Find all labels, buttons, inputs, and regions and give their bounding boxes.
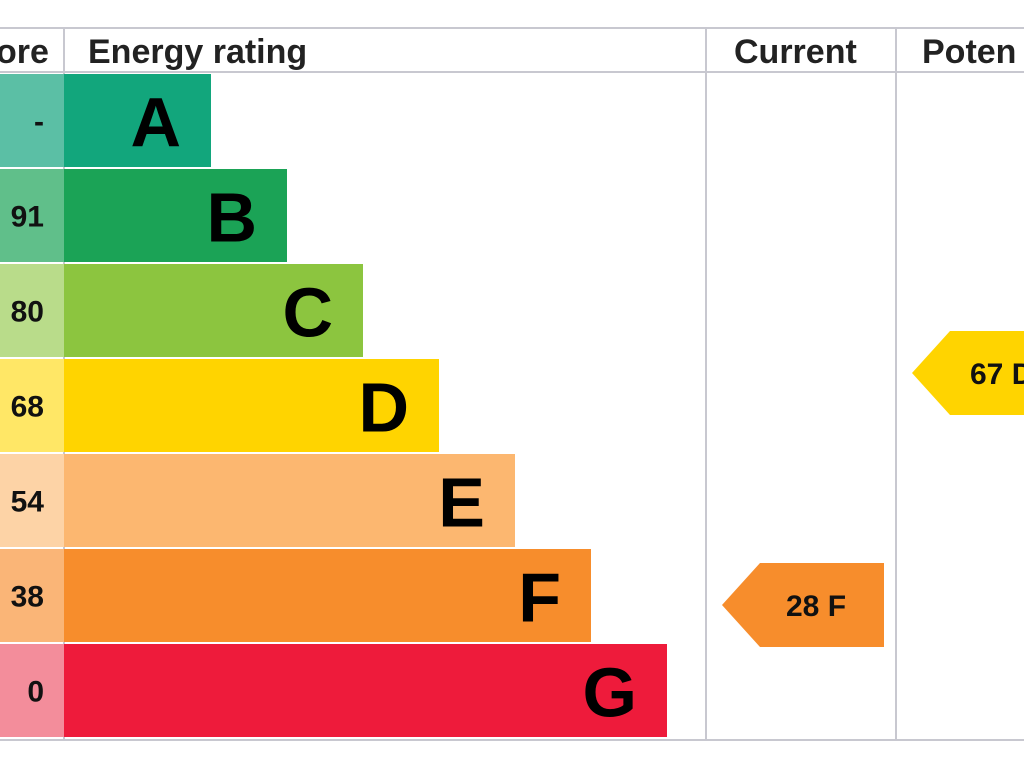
- score-cell-g: [0, 644, 64, 737]
- score-label-f: 38: [11, 581, 44, 614]
- potential-label: 67 D: [970, 358, 1024, 391]
- current-pointer: 28 F: [722, 563, 884, 647]
- score-cell-d: [0, 359, 64, 452]
- band-letter-d: D: [358, 369, 409, 447]
- band-letter-f: F: [518, 559, 561, 637]
- band-bar-b: [64, 169, 287, 262]
- band-letter-c: C: [282, 274, 333, 352]
- score-label-g: 0: [27, 676, 44, 709]
- band-letter-a: A: [130, 84, 181, 162]
- score-label-a: -: [34, 106, 44, 139]
- band-bar-f: [64, 549, 591, 642]
- score-cell-c: [0, 264, 64, 357]
- score-cell-f: [0, 549, 64, 642]
- header-row: ore Energy rating Current Poten: [0, 33, 1016, 71]
- current-label: 28 F: [786, 590, 846, 623]
- band-bar-d: [64, 359, 439, 452]
- potential-pointer: 67 D: [912, 331, 1024, 415]
- band-bar-g: [64, 644, 667, 737]
- score-cell-a: [0, 74, 64, 167]
- rating-bands: - A 91 B 80 C 68 D 54 E 38 F 0 G: [0, 74, 667, 737]
- band-letter-b: B: [206, 179, 257, 257]
- score-label-b: 91: [11, 201, 44, 234]
- current-arrow: [722, 563, 884, 647]
- header-score: ore: [0, 33, 49, 71]
- score-cell-e: [0, 454, 64, 547]
- band-bar-a: [64, 74, 211, 167]
- score-label-c: 80: [11, 296, 44, 329]
- band-bar-c: [64, 264, 363, 357]
- band-bar-e: [64, 454, 515, 547]
- score-cell-b: [0, 169, 64, 262]
- band-letter-g: G: [583, 654, 637, 732]
- header-current: Current: [734, 33, 857, 71]
- header-energy-rating: Energy rating: [88, 33, 307, 71]
- band-letter-e: E: [438, 464, 485, 542]
- potential-arrow: [912, 331, 1024, 415]
- score-label-d: 68: [11, 391, 44, 424]
- score-label-e: 54: [11, 486, 45, 519]
- header-potential: Poten: [922, 33, 1016, 71]
